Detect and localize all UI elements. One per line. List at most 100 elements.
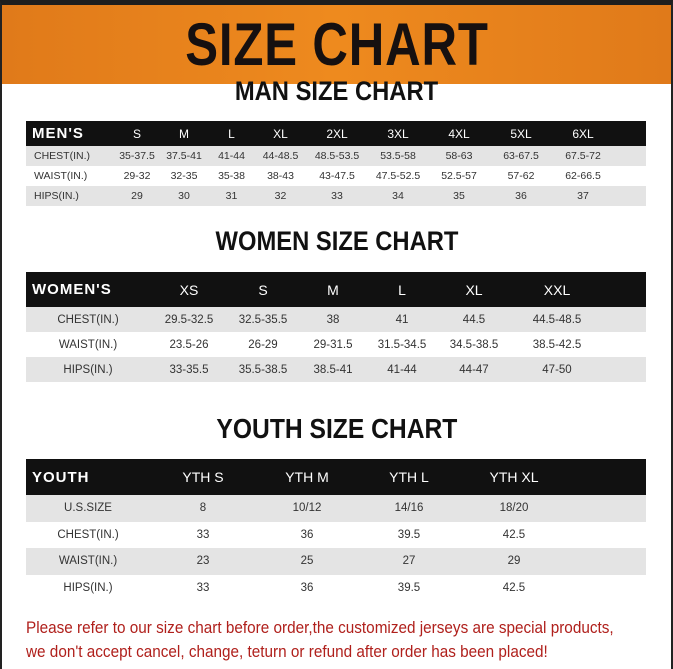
cell: XS bbox=[179, 281, 199, 298]
cell: S bbox=[258, 281, 268, 298]
men-title: MAN SIZE CHART bbox=[0, 76, 673, 107]
cell: 31 bbox=[225, 190, 238, 202]
cell: XXL bbox=[543, 281, 571, 298]
cell: 38.5-41 bbox=[313, 363, 353, 376]
cell: 10/12 bbox=[292, 502, 322, 515]
row-label: WAIST(IN.) bbox=[34, 170, 88, 182]
cell: 37 bbox=[577, 190, 589, 202]
cell: 2XL bbox=[326, 126, 348, 141]
header-row: WOMEN'S XS S M L XL XXL bbox=[26, 272, 646, 307]
cell: XL bbox=[273, 126, 288, 141]
cell: 33 bbox=[331, 190, 343, 202]
cell: 42.5 bbox=[502, 528, 526, 541]
cell: 35-38 bbox=[218, 170, 245, 182]
cell: 43-47.5 bbox=[319, 170, 355, 182]
cell: 32.5-35.5 bbox=[238, 313, 288, 326]
row-label: CHEST(IN.) bbox=[57, 313, 119, 326]
row-label: HIPS(IN.) bbox=[34, 190, 79, 202]
table-row: HIPS(IN.) 33 36 39.5 42.5 bbox=[26, 574, 646, 601]
cell: 6XL bbox=[572, 126, 594, 141]
cell: 34.5-38.5 bbox=[449, 338, 499, 351]
cell: M bbox=[327, 281, 339, 298]
note-line: we don't accept cancel, change, teturn o… bbox=[26, 642, 548, 661]
cell: 29 bbox=[131, 190, 143, 202]
row-label: HIPS(IN.) bbox=[63, 363, 113, 376]
table-row: WAIST(IN.) 23.5-26 26-29 29-31.5 31.5-34.5 34… bbox=[26, 332, 646, 357]
table-row: CHEST(IN.) 33 36 39.5 42.5 bbox=[26, 521, 646, 548]
cell: 44.5-48.5 bbox=[532, 313, 582, 326]
table-row: HIPS(IN.) 29 30 31 32 33 34 35 36 37 bbox=[26, 186, 646, 206]
table-row: U.S.SIZE 8 10/12 14/16 18/20 bbox=[26, 495, 646, 522]
cell: 37.5-41 bbox=[166, 150, 202, 162]
row-label: WAIST(IN.) bbox=[58, 338, 118, 351]
cell: 31.5-34.5 bbox=[377, 338, 427, 351]
cell: 35-37.5 bbox=[119, 150, 155, 162]
cell: YTH S bbox=[182, 469, 224, 485]
cell: 41-44 bbox=[387, 363, 417, 376]
cell: 39.5 bbox=[397, 528, 421, 541]
cell: YTH XL bbox=[489, 469, 539, 485]
cell: 23 bbox=[196, 555, 210, 568]
cell: 32 bbox=[274, 190, 287, 202]
cell: 62-66.5 bbox=[565, 170, 601, 182]
men-table: MEN'S S M L XL 2XL 3XL 4XL 5XL 6XL CHEST(IN.) 35-37… bbox=[26, 121, 646, 206]
cell: 44.5 bbox=[462, 313, 486, 326]
cell: 18/20 bbox=[499, 502, 529, 515]
cell: XL bbox=[465, 281, 483, 298]
row-label: WOMEN'S bbox=[32, 281, 112, 298]
women-title-text: WOMEN SIZE CHART bbox=[215, 226, 458, 256]
cell: YTH M bbox=[285, 469, 329, 485]
row-label: YOUTH bbox=[32, 468, 90, 486]
cell: L bbox=[398, 281, 406, 298]
row-label: WAIST(IN.) bbox=[58, 555, 118, 568]
cell: 36 bbox=[515, 190, 527, 202]
cell: M bbox=[179, 126, 189, 141]
cell: 27 bbox=[402, 555, 416, 568]
cell: 53.5-58 bbox=[380, 150, 416, 162]
cell: 41 bbox=[395, 313, 409, 326]
cell: 35 bbox=[453, 190, 465, 202]
youth-title-text: YOUTH SIZE CHART bbox=[216, 413, 457, 444]
cell: 36 bbox=[300, 581, 314, 594]
banner: SIZE CHART bbox=[2, 5, 671, 84]
table-row: HIPS(IN.) 33-35.5 35.5-38.5 38.5-41 41-44 44-… bbox=[26, 357, 646, 382]
cell: 48.5-53.5 bbox=[314, 150, 360, 162]
cell: 33-35.5 bbox=[169, 363, 209, 376]
cell: 38.5-42.5 bbox=[532, 338, 582, 351]
row-label: MEN'S bbox=[32, 125, 84, 142]
cell: S bbox=[132, 126, 141, 141]
header-row: YOUTH YTH S YTH M YTH L YTH XL bbox=[26, 459, 646, 495]
cell: 29 bbox=[507, 555, 521, 568]
table-row: CHEST(IN.) 35-37.5 37.5-41 41-44 44-48.5 48.5… bbox=[26, 146, 646, 166]
cell: 8 bbox=[199, 502, 207, 515]
cell: L bbox=[228, 126, 235, 141]
cell: 42.5 bbox=[502, 581, 526, 594]
youth-table: YOUTH YTH S YTH M YTH L YTH XL U.S.SIZE 8 10/12… bbox=[26, 459, 646, 601]
cell: 14/16 bbox=[394, 502, 424, 515]
row-label: CHEST(IN.) bbox=[57, 528, 119, 541]
cell: 33 bbox=[196, 581, 210, 594]
header-row: MEN'S S M L XL 2XL 3XL 4XL 5XL 6XL bbox=[26, 121, 646, 146]
cell: 35.5-38.5 bbox=[238, 363, 288, 376]
cell: 38-43 bbox=[267, 170, 294, 182]
row-label: CHEST(IN.) bbox=[34, 150, 90, 162]
cell: 5XL bbox=[510, 126, 532, 141]
cell: 34 bbox=[392, 190, 404, 202]
cell: YTH L bbox=[389, 469, 429, 485]
cell: 30 bbox=[178, 190, 190, 202]
table-row: CHEST(IN.) 29.5-32.5 32.5-35.5 38 41 44.5 44.5… bbox=[26, 307, 646, 332]
women-title: WOMEN SIZE CHART bbox=[0, 226, 673, 257]
men-title-text: MAN SIZE CHART bbox=[234, 76, 439, 106]
note-line: Please refer to our size chart before or… bbox=[26, 618, 614, 637]
disclaimer-note: Please refer to our size chart before or… bbox=[26, 616, 666, 664]
table-row: WAIST(IN.) 29-32 32-35 35-38 38-43 43-47.5 47.… bbox=[26, 166, 646, 186]
cell: 47-50 bbox=[542, 363, 572, 376]
cell: 36 bbox=[300, 528, 314, 541]
women-table: WOMEN'S XS S M L XL XXL CHEST(IN.) 29.5-32.5 32.5… bbox=[26, 272, 646, 382]
table-row: WAIST(IN.) 23 25 27 29 bbox=[26, 548, 646, 575]
cell: 33 bbox=[196, 528, 210, 541]
cell: 32-35 bbox=[170, 170, 198, 182]
youth-title: YOUTH SIZE CHART bbox=[0, 413, 673, 445]
row-label: U.S.SIZE bbox=[64, 502, 112, 515]
